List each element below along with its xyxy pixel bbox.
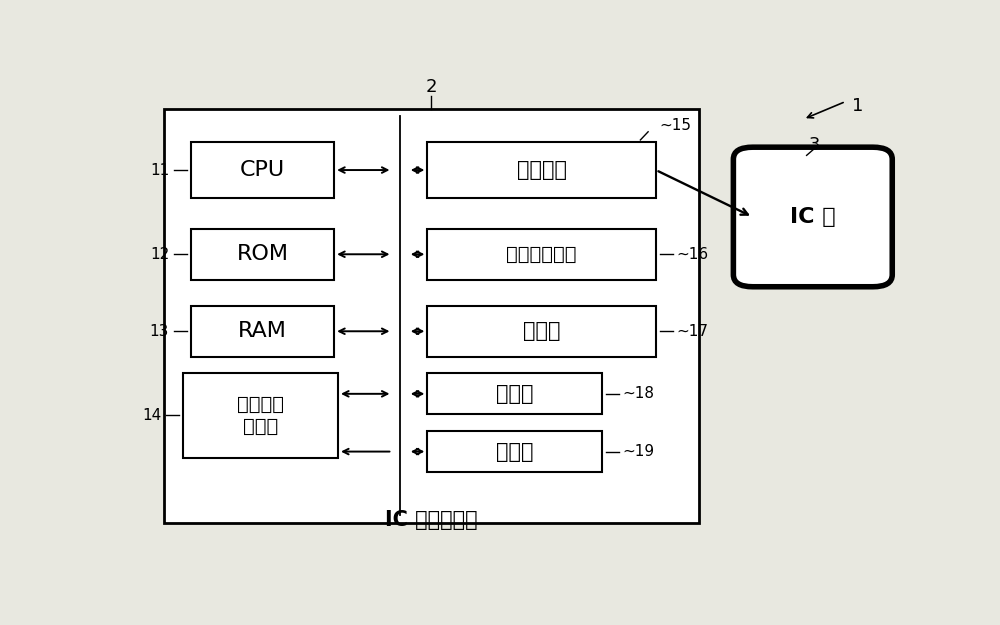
FancyBboxPatch shape <box>427 142 656 198</box>
FancyBboxPatch shape <box>427 431 602 472</box>
Text: ~15: ~15 <box>660 118 692 133</box>
Text: ~16: ~16 <box>677 247 709 262</box>
Text: ROM: ROM <box>237 244 289 264</box>
Text: 操作部: 操作部 <box>496 384 533 404</box>
Text: 11: 11 <box>150 162 169 177</box>
FancyBboxPatch shape <box>191 229 334 279</box>
Text: 2: 2 <box>425 78 437 96</box>
Text: IC 卡: IC 卡 <box>790 207 836 227</box>
Text: 生物体传感器: 生物体传感器 <box>506 245 577 264</box>
FancyBboxPatch shape <box>164 109 698 522</box>
FancyBboxPatch shape <box>191 142 334 198</box>
Text: CPU: CPU <box>240 160 285 180</box>
Text: 13: 13 <box>150 324 169 339</box>
FancyBboxPatch shape <box>183 373 338 458</box>
Text: ~18: ~18 <box>623 386 655 401</box>
Text: RAM: RAM <box>238 321 287 341</box>
Text: ~17: ~17 <box>677 324 709 339</box>
FancyBboxPatch shape <box>427 229 656 279</box>
FancyBboxPatch shape <box>733 148 892 287</box>
Text: 通信部: 通信部 <box>496 442 533 462</box>
Text: IC 卡处理装置: IC 卡处理装置 <box>385 510 477 530</box>
Text: 卡读写器: 卡读写器 <box>517 160 567 180</box>
Text: 1: 1 <box>852 98 863 115</box>
Text: 显示器: 显示器 <box>523 321 560 341</box>
Text: 非易失性
存储器: 非易失性 存储器 <box>237 395 284 436</box>
FancyBboxPatch shape <box>191 306 334 356</box>
Text: 3: 3 <box>809 136 820 154</box>
Text: ~19: ~19 <box>623 444 655 459</box>
Text: 14: 14 <box>142 408 161 423</box>
FancyBboxPatch shape <box>427 306 656 356</box>
Text: 12: 12 <box>150 247 169 262</box>
FancyBboxPatch shape <box>427 373 602 414</box>
